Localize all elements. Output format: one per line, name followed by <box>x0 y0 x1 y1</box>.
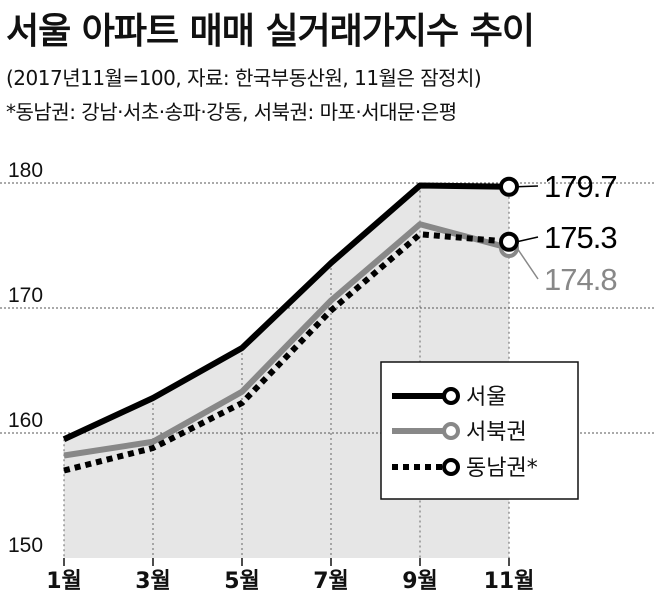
y-tick-label: 170 <box>8 284 43 307</box>
series-line <box>63 221 510 459</box>
x-tick-label: 3월 <box>135 569 171 594</box>
end-value-label: 175.3 <box>544 220 617 255</box>
series-line <box>62 182 510 442</box>
legend-label: 서울 <box>466 385 506 410</box>
legend-label: 동남권* <box>466 456 538 481</box>
y-tick-label: 180 <box>8 159 43 182</box>
end-value-label: 174.8 <box>544 262 617 297</box>
x-tick-label: 7월 <box>313 569 349 594</box>
legend-label: 서북권 <box>466 420 527 445</box>
y-tick-label: 160 <box>8 409 43 432</box>
chart-note: *동남권: 강남·서초·송파·강동, 서북권: 마포·서대문·은평 <box>6 100 457 124</box>
series-line <box>63 231 510 474</box>
legend-marker <box>442 387 460 405</box>
x-tick-label: 11월 <box>484 569 535 594</box>
x-tick-label: 9월 <box>402 569 438 594</box>
label-layer: 150 160 170 180 1월 3월 5월 7월 9월 11월 174.8 175.3 179.7 <box>8 159 618 594</box>
leader-line <box>516 247 539 280</box>
legend-marker <box>442 458 460 476</box>
end-value-label: 179.7 <box>544 169 617 204</box>
legend-marker <box>442 422 460 440</box>
endpoint-dongnam <box>499 231 519 252</box>
x-tick-label: 5월 <box>224 569 260 594</box>
chart-title: 서울 아파트 매매 실거래가지수 추이 <box>6 11 535 52</box>
leader-line <box>516 185 539 188</box>
x-tick-label: 1월 <box>46 569 82 594</box>
chart-subtitle: (2017년11월=100, 자료: 한국부동산원, 11월은 잠정치) <box>6 66 482 90</box>
endpoint-seoul <box>499 176 519 197</box>
line-layer <box>62 182 510 474</box>
y-tick-label: 150 <box>8 534 43 557</box>
leader-line <box>516 236 539 243</box>
